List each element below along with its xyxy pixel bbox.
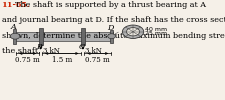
Text: the shaft.: the shaft. — [2, 47, 41, 55]
Circle shape — [10, 33, 20, 39]
Text: 3 kN: 3 kN — [42, 47, 59, 55]
Bar — [110, 30, 113, 43]
Bar — [15, 32, 111, 41]
Text: 25 mm: 25 mm — [145, 31, 167, 36]
Text: 0.75 m: 0.75 m — [85, 56, 110, 64]
Text: C: C — [78, 43, 84, 51]
Bar — [81, 28, 84, 45]
Circle shape — [107, 34, 115, 39]
Circle shape — [122, 25, 143, 38]
Text: 3 kN: 3 kN — [84, 47, 101, 55]
Text: 0.75 m: 0.75 m — [15, 56, 40, 64]
Text: 11-65.: 11-65. — [2, 1, 31, 9]
Text: D: D — [106, 24, 113, 32]
Bar — [38, 28, 42, 45]
Text: shown, determine the absolute maximum bending stress in: shown, determine the absolute maximum be… — [2, 32, 225, 40]
Text: 40 mm: 40 mm — [145, 27, 167, 32]
Text: 1.5 m: 1.5 m — [52, 56, 72, 64]
Text: and journal bearing at D. If the shaft has the cross section: and journal bearing at D. If the shaft h… — [2, 16, 225, 24]
Bar — [13, 29, 16, 44]
Circle shape — [126, 28, 139, 36]
Text: The shaft is supported by a thrust bearing at A: The shaft is supported by a thrust beari… — [15, 1, 205, 9]
Text: A: A — [11, 23, 16, 31]
Text: B: B — [36, 43, 42, 51]
